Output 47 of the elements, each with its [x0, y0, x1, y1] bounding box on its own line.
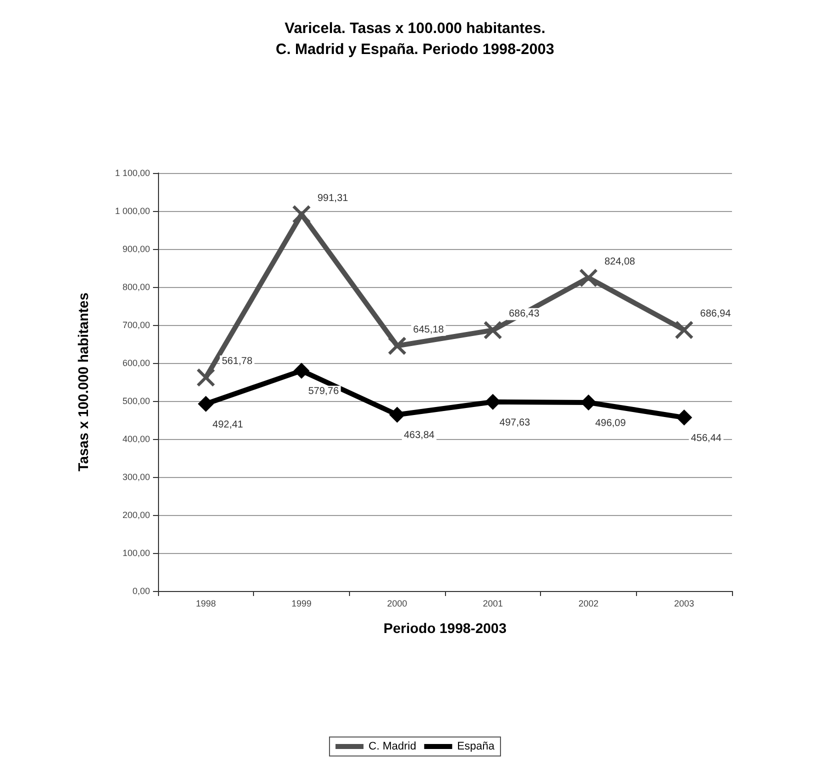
- data-label: 686,43: [508, 308, 540, 320]
- chart-subtitle: C. Madrid y España. Periodo 1998-2003: [276, 41, 554, 58]
- y-tick-label: 100,00: [122, 548, 150, 558]
- y-tick-label: 200,00: [122, 510, 150, 520]
- data-label: 824,08: [604, 256, 636, 268]
- point: [580, 394, 596, 410]
- y-tick-label: 600,00: [122, 358, 150, 368]
- data-label: 492,41: [212, 419, 244, 430]
- x-tick-label: 2001: [482, 598, 503, 608]
- x-tick-label: 1999: [291, 598, 312, 608]
- point: [196, 368, 215, 387]
- data-label: 456,44: [690, 433, 722, 444]
- x-tick-label: 2000: [387, 598, 408, 608]
- y-tick-label: 300,00: [122, 472, 150, 482]
- data-label: 496,09: [595, 418, 626, 429]
- y-tick-label: 400,00: [122, 434, 150, 444]
- x-tick-label: 2003: [674, 598, 694, 608]
- x-tick-label: 2002: [578, 598, 599, 608]
- point: [580, 268, 598, 287]
- data-label: 991,31: [318, 192, 349, 204]
- y-axis-title: Tasas x 100.000 habitantes: [75, 292, 91, 472]
- chart-title: Varicela. Tasas x 100.000 habitantes.: [284, 20, 546, 37]
- data-label: 645,18: [413, 324, 444, 336]
- data-label: 497,63: [500, 417, 531, 428]
- y-tick-label: 1 000,00: [114, 206, 150, 216]
- point: [676, 410, 692, 426]
- data-label: 561,78: [222, 356, 253, 368]
- y-tick-label: 700,00: [122, 320, 150, 330]
- data-label: 686,94: [700, 308, 732, 320]
- point: [484, 321, 502, 340]
- point: [389, 406, 406, 423]
- point: [388, 336, 406, 355]
- data-label: 463,84: [404, 430, 435, 442]
- data-label: 579,76: [308, 386, 340, 398]
- y-tick-label: 1 100,00: [114, 168, 150, 178]
- x-tick-label: 1998: [196, 598, 216, 608]
- point: [675, 320, 694, 339]
- y-tick-label: 800,00: [122, 282, 150, 292]
- y-tick-label: 500,00: [122, 396, 150, 406]
- legend-label: España: [457, 740, 496, 752]
- y-tick-label: 900,00: [122, 244, 150, 254]
- y-tick-label: 0,00: [132, 586, 150, 596]
- point: [198, 396, 214, 412]
- point: [294, 362, 310, 379]
- legend-label: C. Madrid: [368, 740, 416, 752]
- point: [292, 205, 310, 224]
- x-axis-title: Periodo 1998-2003: [384, 620, 507, 636]
